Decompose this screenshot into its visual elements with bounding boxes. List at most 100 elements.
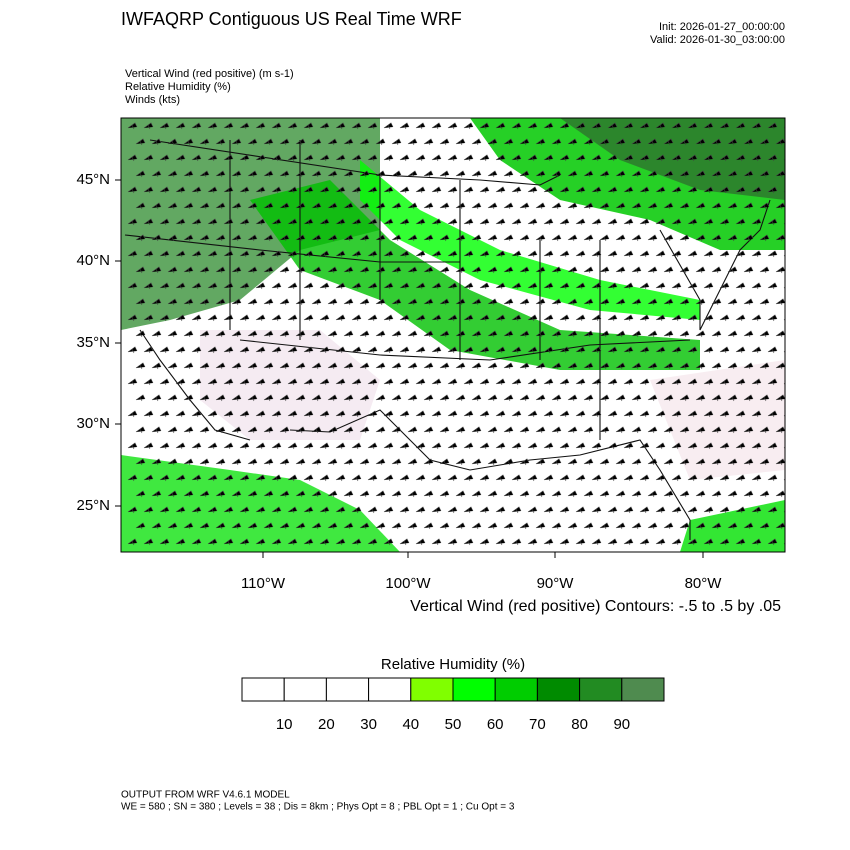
wind-barb [311, 266, 322, 274]
wind-barb [543, 506, 554, 514]
wind-barb [231, 234, 242, 242]
wind-barb [183, 426, 194, 434]
wind-barb [495, 250, 506, 258]
wind-barb [535, 522, 546, 530]
wind-barb [591, 506, 602, 514]
wind-barb [247, 234, 258, 242]
wind-barb [447, 314, 458, 322]
lat-label: 30°N [76, 415, 110, 432]
wind-barb [343, 266, 354, 274]
wind-barb [647, 266, 658, 274]
wind-barb [255, 122, 266, 130]
wind-barb [383, 410, 394, 418]
wind-barb [311, 298, 322, 306]
wind-barb [479, 154, 490, 162]
wind-barb [311, 138, 322, 146]
wind-barb [551, 522, 562, 530]
wind-barb [359, 202, 370, 210]
wind-barb [167, 170, 178, 178]
wind-barb [343, 202, 354, 210]
wind-barb [415, 314, 426, 322]
wind-barb [423, 362, 434, 370]
wind-barb [343, 394, 354, 402]
wind-barb [159, 410, 170, 418]
wind-barb [327, 138, 338, 146]
wind-barb [663, 522, 674, 530]
wind-barb [679, 362, 690, 370]
wind-barb [495, 122, 506, 130]
wind-barb [319, 538, 330, 546]
wind-barb [719, 410, 730, 418]
wind-barb [359, 234, 370, 242]
wind-barb [423, 522, 434, 530]
wind-barb [671, 314, 682, 322]
wind-barb [279, 330, 290, 338]
wind-barb [647, 202, 658, 210]
wind-barb [487, 426, 498, 434]
wind-barb [535, 234, 546, 242]
wind-barb [767, 186, 778, 194]
colorbar-label: 20 [318, 716, 335, 733]
colorbar-label: 80 [571, 716, 588, 733]
wind-barb [503, 138, 514, 146]
wind-barb [215, 362, 226, 370]
wind-barb [623, 410, 634, 418]
wind-barb [455, 138, 466, 146]
wind-barb [223, 314, 234, 322]
wind-barb [255, 314, 266, 322]
wind-barb [287, 378, 298, 386]
wind-barb [343, 522, 354, 530]
wind-barb [239, 122, 250, 130]
wind-barb [543, 346, 554, 354]
wind-barb [471, 426, 482, 434]
wind-barb [727, 330, 738, 338]
wind-barb [759, 394, 770, 402]
wind-barb [703, 442, 714, 450]
lon-label: 80°W [685, 575, 723, 592]
wind-barb [503, 458, 514, 466]
wind-barb [143, 314, 154, 322]
wind-barb [311, 202, 322, 210]
wind-barb [207, 218, 218, 226]
wind-barb [655, 346, 666, 354]
wind-barb [207, 154, 218, 162]
wind-barb [399, 122, 410, 130]
wind-barb [351, 474, 362, 482]
wind-barb [455, 170, 466, 178]
wind-barb [319, 474, 330, 482]
wind-barb [407, 490, 418, 498]
wind-barb [183, 522, 194, 530]
wind-barb [199, 170, 210, 178]
wind-barb [767, 538, 778, 546]
wind-barb [463, 282, 474, 290]
wind-barb [335, 314, 346, 322]
wind-barb [535, 266, 546, 274]
wind-barb [247, 170, 258, 178]
wind-barb [303, 378, 314, 386]
wind-barb [551, 426, 562, 434]
wind-barb [399, 154, 410, 162]
wind-barb [143, 250, 154, 258]
wind-barb [359, 138, 370, 146]
wind-barb [231, 362, 242, 370]
wind-barb [151, 234, 162, 242]
wind-barb [391, 522, 402, 530]
wind-barb [175, 282, 186, 290]
wind-barb [463, 218, 474, 226]
wind-barb [399, 314, 410, 322]
wind-barb [191, 282, 202, 290]
wind-barb [575, 154, 586, 162]
wind-barb [215, 138, 226, 146]
wind-barb [135, 394, 146, 402]
wind-barb [135, 202, 146, 210]
wind-barb [351, 538, 362, 546]
wind-barb [479, 506, 490, 514]
wind-barb [327, 298, 338, 306]
wind-barb [639, 442, 650, 450]
wind-barb [535, 394, 546, 402]
wind-barb [487, 202, 498, 210]
wind-barb [519, 362, 530, 370]
wind-barb [711, 362, 722, 370]
wind-barb [263, 138, 274, 146]
